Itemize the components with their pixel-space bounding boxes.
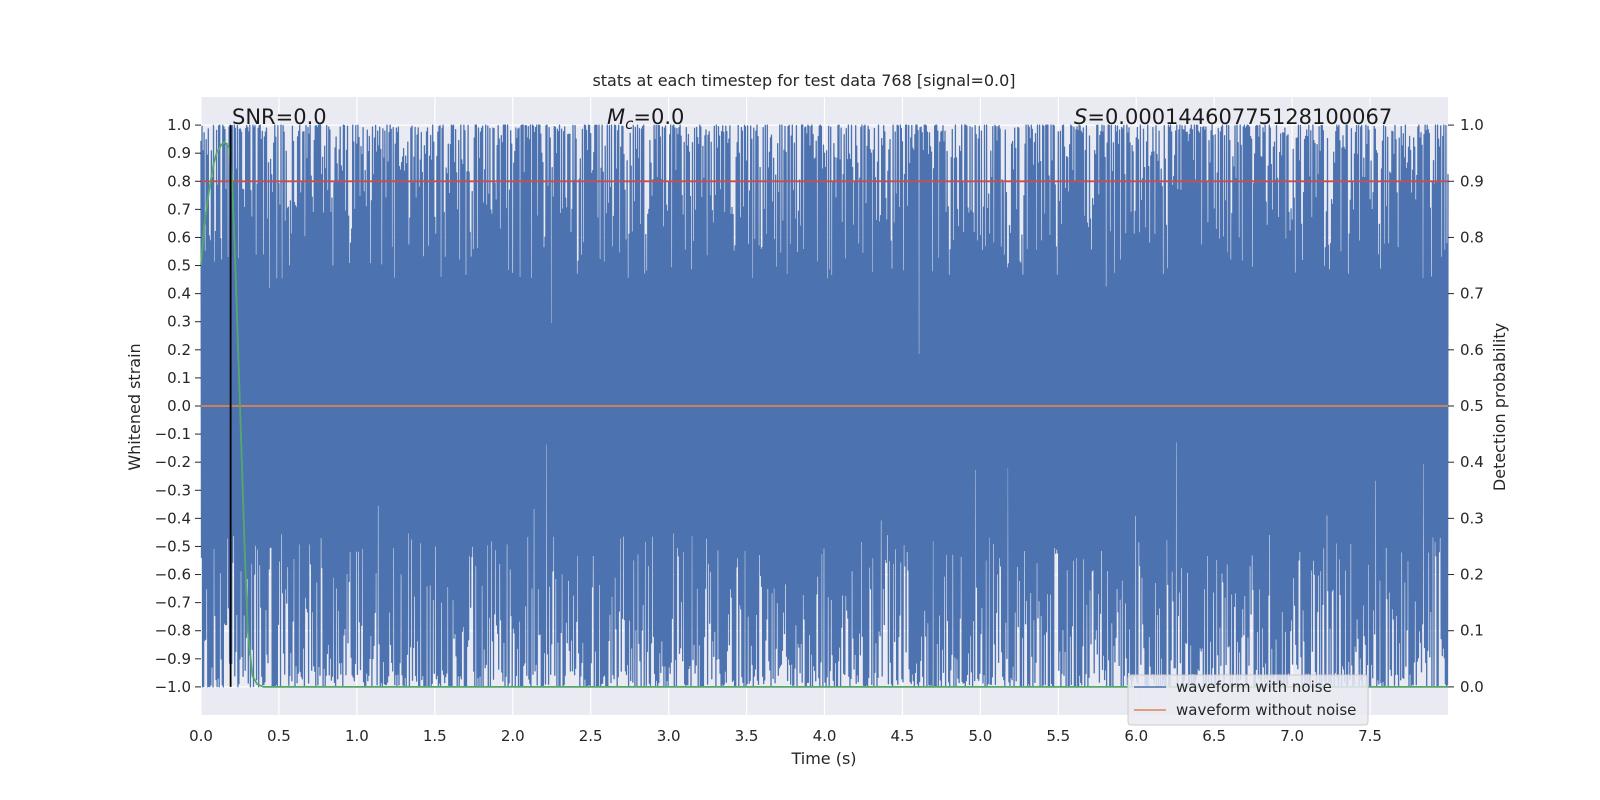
y-right-tick-label: 0.7 xyxy=(1460,285,1484,303)
y-left-tick-label: 0.6 xyxy=(167,228,191,246)
mc-subscript: c xyxy=(625,115,634,133)
y-axis-right-ticks: 1.0 0.9 0.8 0.7 0.6 0.5 0.4 0.3 0.2 0.1 0.0 xyxy=(1448,116,1484,696)
y-right-tick-label: 0.5 xyxy=(1460,397,1484,415)
y-left-tick-label: 0.7 xyxy=(167,200,191,218)
annotations: SNR=0.0 Mc=0.0 S=0.00014460775128100067 xyxy=(232,105,1392,133)
y-left-tick-label: −0.4 xyxy=(155,509,191,527)
x-tick-label: 0.5 xyxy=(267,727,291,745)
y-right-tick-label: 0.8 xyxy=(1460,228,1484,246)
y-left-tick-label: −0.3 xyxy=(155,481,191,499)
y-axis-left-label: Whitened strain xyxy=(125,343,144,470)
y-left-tick-label: −0.8 xyxy=(155,622,191,640)
s-symbol: S xyxy=(1074,105,1087,129)
legend-label-clean: waveform without noise xyxy=(1176,701,1356,719)
y-right-tick-label: 1.0 xyxy=(1460,116,1484,134)
x-tick-label: 7.5 xyxy=(1358,727,1382,745)
y-left-tick-label: −0.6 xyxy=(155,566,191,584)
y-left-tick-label: −0.5 xyxy=(155,537,191,555)
y-left-tick-label: 0.0 xyxy=(167,397,191,415)
x-tick-label: 2.0 xyxy=(501,727,525,745)
y-axis-left-ticks: 1.0 0.9 0.8 0.7 0.6 0.5 0.4 0.3 0.2 0.1 0.0 −0.1 −0.… xyxy=(155,116,201,696)
x-tick-label: 1.0 xyxy=(345,727,369,745)
x-tick-label: 3.5 xyxy=(735,727,759,745)
y-left-tick-label: 0.4 xyxy=(167,285,191,303)
y-left-tick-label: −0.7 xyxy=(155,594,191,612)
x-tick-label: 0.0 xyxy=(189,727,213,745)
y-left-tick-label: −0.1 xyxy=(155,425,191,443)
x-tick-label: 2.5 xyxy=(579,727,603,745)
y-left-tick-label: 0.9 xyxy=(167,144,191,162)
x-tick-label: 3.0 xyxy=(657,727,681,745)
y-right-tick-label: 0.2 xyxy=(1460,566,1484,584)
s-annotation: S=0.00014460775128100067 xyxy=(1074,105,1392,129)
y-left-tick-label: 1.0 xyxy=(167,116,191,134)
legend-box xyxy=(1127,674,1369,726)
s-value: =0.00014460775128100067 xyxy=(1087,105,1392,129)
noise-series-line xyxy=(200,124,1449,688)
x-tick-label: 6.0 xyxy=(1124,727,1148,745)
y-right-tick-label: 0.4 xyxy=(1460,453,1484,471)
chart-title: stats at each timestep for test data 768… xyxy=(592,71,1015,90)
y-right-tick-label: 0.9 xyxy=(1460,172,1484,190)
mc-symbol: M xyxy=(607,105,625,129)
y-right-tick-label: 0.0 xyxy=(1460,678,1484,696)
x-tick-label: 4.0 xyxy=(813,727,837,745)
y-left-tick-label: 0.5 xyxy=(167,257,191,275)
y-left-tick-label: 0.2 xyxy=(167,341,191,359)
x-tick-label: 6.5 xyxy=(1202,727,1226,745)
snr-annotation: SNR=0.0 xyxy=(232,105,327,129)
y-right-tick-label: 0.6 xyxy=(1460,341,1484,359)
y-right-tick-label: 0.3 xyxy=(1460,509,1484,527)
mc-value: =0.0 xyxy=(633,105,684,129)
legend: waveform with noise waveform without noi… xyxy=(1127,674,1369,726)
x-tick-label: 4.5 xyxy=(891,727,915,745)
x-axis-label: Time (s) xyxy=(790,749,856,768)
noise-series xyxy=(200,124,1449,688)
x-tick-label: 7.0 xyxy=(1280,727,1304,745)
x-tick-label: 5.5 xyxy=(1046,727,1070,745)
y-left-tick-label: −0.2 xyxy=(155,453,191,471)
x-tick-label: 1.5 xyxy=(423,727,447,745)
y-left-tick-label: 0.8 xyxy=(167,172,191,190)
x-axis-ticks: 0.0 0.5 1.0 1.5 2.0 2.5 3.0 3.5 4.0 4.5 5.0 5.5 6.0 6… xyxy=(189,727,1382,745)
series-line-3 xyxy=(200,140,1448,688)
y-left-tick-label: −1.0 xyxy=(155,678,191,696)
y-axis-right-label: Detection probability xyxy=(1490,323,1509,491)
line-series xyxy=(200,125,1448,688)
y-right-tick-label: 0.1 xyxy=(1460,622,1484,640)
y-left-tick-label: −0.9 xyxy=(155,650,191,668)
y-left-tick-label: 0.1 xyxy=(167,369,191,387)
x-tick-label: 5.0 xyxy=(968,727,992,745)
y-left-tick-label: 0.3 xyxy=(167,313,191,331)
mc-annotation: Mc=0.0 xyxy=(607,105,684,133)
legend-label-noise: waveform with noise xyxy=(1176,678,1332,696)
